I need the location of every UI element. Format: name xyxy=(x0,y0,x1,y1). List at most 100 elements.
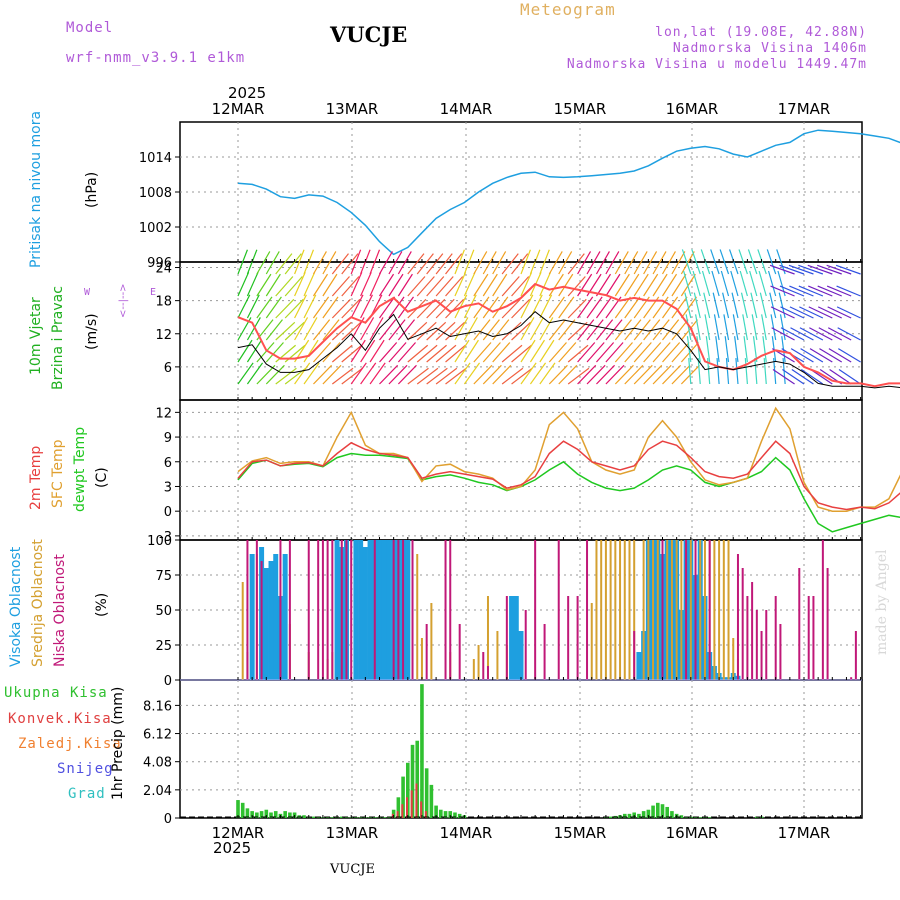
ytick-label-precip-4: 8.16 xyxy=(143,699,172,714)
precip-bar-1-2 xyxy=(401,804,404,818)
wind-arrow-96-5 xyxy=(688,358,692,385)
wind-arrow-44-2 xyxy=(445,298,465,319)
cloud-bar-2-5 xyxy=(307,540,310,680)
wind-arrow-64-0 xyxy=(539,249,550,275)
wind-arrow-24-2 xyxy=(350,294,364,319)
wind-arrow-26-4 xyxy=(360,339,376,363)
cloud-bar-2-12 xyxy=(350,540,353,680)
wind-arrow-34-4 xyxy=(397,342,416,363)
wind-arrow-64-1 xyxy=(539,272,552,297)
wind-arrow-80-4 xyxy=(614,342,633,363)
wind-arrow-46-3 xyxy=(454,317,469,341)
wind-arrow-88-2 xyxy=(652,296,669,319)
wind-arrow-64-5 xyxy=(539,362,556,385)
precip-bar-0-59 xyxy=(651,805,655,818)
cloud-bar-0-16 xyxy=(381,540,387,680)
wind-arrow-58-5 xyxy=(511,367,533,385)
wind-arrow-114-2 xyxy=(769,292,777,319)
wind-arrow-58-4 xyxy=(511,344,532,363)
cloud-bar-2-50 xyxy=(826,568,829,680)
wind-arrow-124-4 xyxy=(800,348,824,363)
wind-arrow-16-1 xyxy=(312,273,329,297)
precip-bar-0-58 xyxy=(646,809,651,818)
cloud-bar-2-30 xyxy=(576,596,579,680)
wind-mean-line xyxy=(237,311,900,389)
wind-arrow-46-4 xyxy=(454,339,470,363)
cloud-bar-1-22 xyxy=(614,540,617,680)
precip-bar-0-22 xyxy=(339,816,344,818)
wind-arrow-30-5 xyxy=(379,364,399,385)
wind-arrow-20-2 xyxy=(331,298,351,319)
cloud-bar-2-13 xyxy=(373,540,376,680)
wind-arrow-14-3 xyxy=(303,317,318,341)
date-bottom-1: 13MAR xyxy=(326,824,379,842)
wind-arrow-24-0 xyxy=(350,249,362,275)
wind-arrow-56-0 xyxy=(501,253,519,275)
wind-arrow-40-5 xyxy=(426,367,448,385)
cloud-bar-1-26 xyxy=(633,540,636,680)
wind-arrow-42-4 xyxy=(435,344,457,363)
wind-arrow-50-0 xyxy=(473,251,488,275)
cloud-bar-2-45 xyxy=(779,624,782,680)
wind-arrow-108-5 xyxy=(744,358,748,385)
wind-arrow-36-1 xyxy=(407,276,426,297)
precip-bar-0-1 xyxy=(240,802,245,818)
wind-arrow-98-0 xyxy=(691,249,701,275)
wind-arrow-6-1 xyxy=(265,273,281,297)
wind-arrow-106-0 xyxy=(728,249,739,275)
wind-arrow-4-1 xyxy=(256,273,272,297)
cloud-bar-1-9 xyxy=(420,638,423,680)
wind-label-1: 10m Vjetar xyxy=(28,297,44,375)
wind-arrow-90-2 xyxy=(662,296,679,319)
wind-arrow-36-3 xyxy=(407,321,428,341)
wind-arrow-118-5 xyxy=(772,369,795,385)
wind-arrow-72-3 xyxy=(577,319,595,341)
cloud-bar-1-39 xyxy=(699,540,702,680)
wind-arrow-112-1 xyxy=(758,270,767,297)
date-bottom-4: 16MAR xyxy=(666,824,719,842)
wind-arrow-110-5 xyxy=(754,358,758,385)
wind-arrow-48-5 xyxy=(463,362,481,385)
temp-unit: (C) xyxy=(94,467,110,488)
wind-arrow-72-1 xyxy=(577,273,593,297)
wind-arrow-18-0 xyxy=(322,251,337,275)
wind-arrow-118-2 xyxy=(770,306,795,319)
wind-arrow-78-5 xyxy=(605,364,625,385)
wind-arrow-124-2 xyxy=(799,306,824,319)
chart-series xyxy=(180,129,900,818)
wind-arrow-78-1 xyxy=(605,273,621,297)
wind-arrow-98-1 xyxy=(692,270,701,297)
wind-arrow-126-4 xyxy=(809,348,833,363)
wind-arrow-68-1 xyxy=(558,273,574,297)
wind-arrow-106-3 xyxy=(732,314,739,341)
cloud-bar-2-18 xyxy=(425,624,428,680)
wind-arrow-118-0 xyxy=(769,264,795,275)
wind-arrow-112-2 xyxy=(759,292,767,319)
cloud-bar-1-8 xyxy=(416,554,419,680)
wind-arrow-4-5 xyxy=(256,364,276,385)
cloud-bar-2-29 xyxy=(567,596,570,680)
wind-arrow-48-3 xyxy=(463,317,478,341)
wind-arrow-128-2 xyxy=(817,306,842,319)
wind-arrow-108-2 xyxy=(740,292,748,319)
cloud-bar-0-2 xyxy=(263,568,269,680)
wind-arrow-102-2 xyxy=(712,292,720,319)
cloud-bar-1-13 xyxy=(477,645,480,680)
cloud-bar-1-24 xyxy=(623,540,626,680)
wind-arrow-128-1 xyxy=(817,285,842,297)
wind-arrow-128-0 xyxy=(817,264,842,275)
grid-lines xyxy=(180,122,862,818)
wind-arrow-86-1 xyxy=(643,273,659,297)
precip-bar-0-28 xyxy=(368,817,372,818)
wind-arrow-12-5 xyxy=(294,362,311,385)
wind-arrow-114-3 xyxy=(770,314,777,341)
wind-arrow-22-0 xyxy=(341,253,359,275)
wind-arrow-40-0 xyxy=(426,253,444,275)
cloud-bar-2-38 xyxy=(741,568,744,680)
wind-arrow-114-1 xyxy=(767,270,777,297)
axis-ticks: 996 1002 1008 1014 6 12 18 24 -3 0 3 6 9 12 0 25 50 75 100… xyxy=(139,100,862,842)
wind-arrow-74-0 xyxy=(586,251,601,275)
wind-arrow-122-4 xyxy=(790,348,814,363)
wind-arrow-32-5 xyxy=(388,364,408,385)
wind-arrow-12-1 xyxy=(294,272,306,297)
